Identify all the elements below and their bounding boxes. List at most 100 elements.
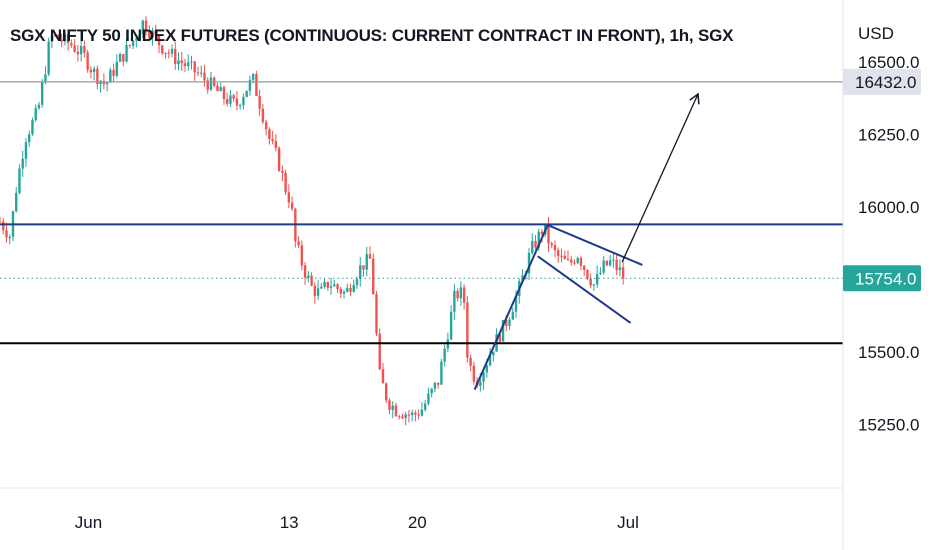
candle-body: [89, 69, 93, 73]
x-tick-label: 13: [280, 513, 299, 532]
candle-body: [547, 224, 550, 244]
candle-body: [323, 281, 326, 287]
candle-body: [316, 288, 320, 296]
candle-body: [310, 275, 313, 286]
candle-body: [326, 281, 330, 288]
candle-body: [225, 99, 229, 104]
y-tick-label: 15500.0: [858, 343, 919, 362]
candle-body: [300, 245, 304, 266]
candle-body: [177, 60, 180, 65]
candle-body: [563, 255, 566, 260]
candle-body: [329, 286, 333, 288]
candle-body: [161, 45, 164, 54]
candle-body: [47, 41, 50, 75]
candle-body: [238, 105, 242, 107]
candle-body: [209, 77, 213, 90]
candle-body: [290, 202, 294, 209]
candle-body: [251, 74, 255, 80]
candle-body: [2, 221, 5, 231]
time-axis[interactable]: Jun 13 20 Jul: [75, 513, 639, 532]
candle-body: [148, 31, 151, 38]
candle-body: [527, 252, 531, 274]
x-tick-label: Jun: [75, 513, 102, 532]
candle-body: [385, 383, 388, 401]
candle-body: [258, 95, 261, 109]
candle-body: [255, 74, 258, 96]
candle-body: [0, 221, 2, 223]
candle-body: [118, 54, 122, 62]
candle-body: [167, 52, 170, 54]
candle-body: [219, 87, 222, 92]
candle-body: [320, 286, 323, 289]
candle-body: [359, 265, 362, 280]
candle-body: [534, 240, 537, 248]
candle-body: [514, 296, 518, 312]
candle-body: [479, 381, 482, 387]
candle-body: [281, 170, 284, 173]
candle-body: [157, 35, 161, 46]
candle-body: [501, 319, 505, 342]
candle-body: [50, 34, 54, 42]
horizontal-levels: [0, 81, 843, 345]
candle-body: [303, 265, 307, 278]
candle-body: [595, 273, 599, 285]
candle-body: [407, 414, 411, 416]
trendline-drawings: [473, 92, 700, 390]
candle-body: [612, 259, 615, 261]
level-price-tag-label: 16432.0: [855, 73, 916, 92]
candle-body: [164, 52, 167, 54]
candle-body: [60, 39, 63, 42]
candle-body: [440, 361, 443, 385]
candle-body: [144, 20, 148, 32]
candle-body: [70, 43, 73, 46]
candle-body: [336, 284, 339, 289]
candle-body: [222, 87, 226, 100]
current-price-tag: [843, 265, 921, 292]
candle-body: [277, 147, 281, 171]
candle-body: [472, 365, 476, 382]
candle-body: [174, 49, 177, 65]
x-tick-label: 20: [408, 513, 427, 532]
candle-body: [498, 333, 502, 342]
candle-body: [40, 82, 44, 105]
current-price-tag-label: 15754.0: [855, 269, 916, 288]
candle-body: [109, 69, 112, 83]
candle-body: [271, 139, 274, 142]
candle-body: [183, 63, 187, 67]
candle-body: [5, 230, 8, 238]
projection-arrow: [621, 92, 700, 263]
candle-body: [372, 258, 375, 295]
candle-body: [261, 108, 265, 122]
candle-body: [621, 267, 625, 279]
candle-body: [443, 348, 446, 362]
candle-body: [248, 79, 252, 91]
candle-body: [105, 82, 109, 85]
channel-trendline: [537, 255, 632, 324]
candle-body: [391, 405, 394, 410]
candle-body: [430, 388, 433, 394]
price-axis[interactable]: USD 16500.016250.016000.015500.015250.0 …: [843, 24, 921, 434]
candle-body: [15, 192, 18, 212]
candle-body: [469, 357, 472, 366]
candle-body: [531, 240, 534, 253]
candle-body: [508, 319, 511, 327]
candle-body: [154, 30, 157, 36]
candle-body: [307, 275, 310, 278]
candle-body: [170, 49, 174, 54]
y-tick-label: 15250.0: [858, 415, 919, 434]
candle-body: [401, 416, 404, 419]
candle-body: [131, 40, 135, 47]
candle-body: [57, 35, 60, 40]
candle-body: [410, 412, 414, 415]
candle-body: [24, 142, 28, 159]
x-tick-label: Jul: [617, 513, 639, 532]
channel-trendline: [473, 224, 549, 390]
candle-body: [492, 351, 495, 356]
candle-body: [592, 284, 596, 286]
candle-body: [589, 278, 592, 286]
candle-body: [141, 20, 145, 35]
candle-body: [34, 108, 37, 120]
plot-area[interactable]: [0, 16, 843, 426]
candle-body: [53, 34, 57, 36]
